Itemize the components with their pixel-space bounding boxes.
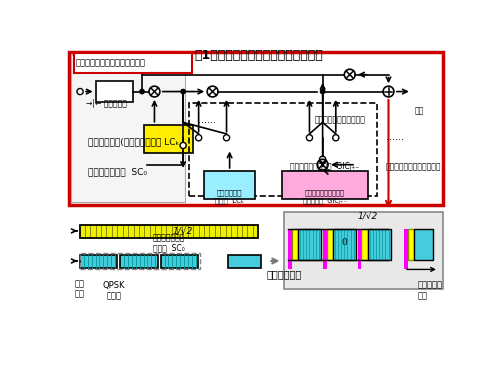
- Circle shape: [180, 143, 186, 149]
- FancyBboxPatch shape: [367, 229, 391, 260]
- Circle shape: [320, 156, 326, 163]
- FancyBboxPatch shape: [292, 229, 298, 260]
- Text: 時間: 時間: [415, 107, 424, 115]
- Circle shape: [140, 90, 144, 94]
- Text: 1/√2: 1/√2: [357, 212, 378, 222]
- Text: ......: ......: [198, 115, 216, 125]
- FancyBboxPatch shape: [96, 81, 133, 102]
- Text: ロングコード
発生器  LCₖ: ロングコード 発生器 LCₖ: [215, 189, 244, 204]
- Text: グループ情報コード  GICⱼ₊₋: グループ情報コード GICⱼ₊₋: [290, 162, 359, 170]
- FancyBboxPatch shape: [120, 255, 158, 268]
- FancyBboxPatch shape: [298, 229, 321, 260]
- FancyBboxPatch shape: [282, 171, 367, 199]
- Text: マスク処理部: マスク処理部: [266, 270, 301, 279]
- FancyBboxPatch shape: [228, 255, 262, 268]
- Circle shape: [306, 135, 312, 141]
- Text: ショートコード  SC₀: ショートコード SC₀: [88, 167, 147, 176]
- Text: ロングコード(マスク処理後） LCₖ: ロングコード(マスク処理後） LCₖ: [88, 137, 179, 146]
- FancyBboxPatch shape: [408, 229, 414, 260]
- FancyBboxPatch shape: [80, 255, 117, 268]
- FancyBboxPatch shape: [333, 229, 356, 260]
- Text: 二重拡散された情報信号: 二重拡散された情報信号: [315, 115, 366, 124]
- Text: →|← マスク区間: →|← マスク区間: [86, 99, 127, 108]
- Text: ショートコード
発生器  SC₀: ショートコード 発生器 SC₀: [152, 233, 184, 253]
- FancyBboxPatch shape: [288, 229, 292, 270]
- FancyBboxPatch shape: [74, 53, 192, 73]
- Text: ......: ......: [386, 132, 404, 142]
- Circle shape: [333, 135, 339, 141]
- Circle shape: [321, 90, 325, 94]
- FancyBboxPatch shape: [69, 51, 443, 205]
- Text: 拡散処理後
信号: 拡散処理後 信号: [417, 280, 442, 300]
- Text: 図1　基地局側の二重拡散符号の工夫: 図1 基地局側の二重拡散符号の工夫: [194, 49, 323, 62]
- FancyBboxPatch shape: [71, 54, 185, 202]
- FancyBboxPatch shape: [161, 255, 198, 268]
- Circle shape: [181, 90, 185, 94]
- FancyBboxPatch shape: [404, 229, 408, 270]
- Text: 拡散処理後信号のイメージ: 拡散処理後信号のイメージ: [386, 162, 441, 171]
- Text: 基地局送信側拡散処理ブロック: 基地局送信側拡散処理ブロック: [76, 59, 145, 68]
- Circle shape: [223, 135, 230, 141]
- Circle shape: [196, 135, 202, 141]
- Text: 情報
信号: 情報 信号: [75, 279, 85, 299]
- FancyBboxPatch shape: [323, 229, 327, 270]
- FancyBboxPatch shape: [357, 229, 361, 270]
- FancyBboxPatch shape: [327, 229, 333, 260]
- FancyBboxPatch shape: [204, 171, 255, 199]
- FancyBboxPatch shape: [414, 229, 433, 260]
- Text: 1/√2: 1/√2: [173, 227, 193, 236]
- FancyBboxPatch shape: [144, 125, 193, 153]
- Text: 0: 0: [341, 238, 347, 247]
- Circle shape: [77, 88, 83, 94]
- FancyBboxPatch shape: [361, 229, 367, 260]
- FancyBboxPatch shape: [284, 212, 443, 290]
- Text: ロングコードグループ
情報発生器  GICⱼ₊₋: ロングコードグループ 情報発生器 GICⱼ₊₋: [303, 189, 347, 204]
- Text: QPSK
変調器: QPSK 変調器: [103, 280, 125, 300]
- FancyBboxPatch shape: [80, 225, 258, 238]
